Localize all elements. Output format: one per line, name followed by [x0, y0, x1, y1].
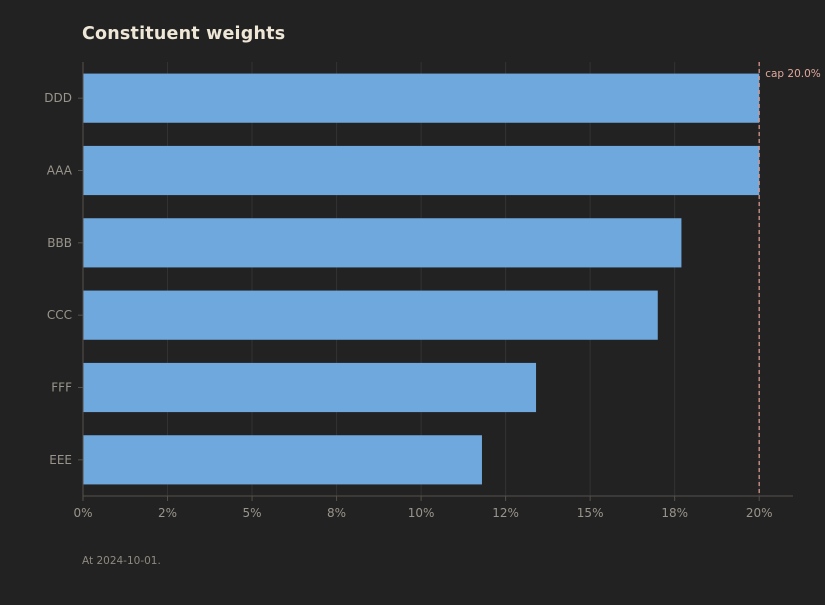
y-tick-label: BBB	[47, 236, 72, 250]
x-tick-label: 0%	[73, 506, 92, 520]
chart-footnote: At 2024-10-01.	[82, 555, 161, 567]
x-tick-label: 12%	[492, 506, 519, 520]
cap-label: cap 20.0%	[765, 68, 821, 80]
y-tick-label: FFF	[51, 381, 72, 395]
x-tick-label: 10%	[408, 506, 435, 520]
x-tick-label: 20%	[746, 506, 773, 520]
y-tick-label: EEE	[49, 453, 72, 467]
grid-lines	[82, 62, 760, 496]
cap-marker: cap 20.0%	[758, 62, 821, 496]
bar-aaa	[83, 145, 760, 196]
y-tick-label: DDD	[44, 91, 72, 105]
bar-ddd	[83, 73, 760, 123]
y-tick-label: CCC	[47, 308, 72, 322]
x-tick-label: 2%	[158, 506, 177, 520]
bars	[83, 73, 760, 485]
x-tick-label: 15%	[577, 506, 604, 520]
bar-eee	[83, 435, 482, 485]
x-tick-label: 8%	[327, 506, 346, 520]
bar-fff	[83, 362, 537, 413]
x-tick-label: 5%	[243, 506, 262, 520]
chart-title: Constituent weights	[82, 24, 286, 44]
y-tick-label: AAA	[47, 164, 73, 178]
axes: DDD AAA BBB CCC FFF EEE 0% 2% 5% 8% 10% 12% 15% 18% 20…	[44, 62, 793, 520]
x-tick-label: 18%	[661, 506, 688, 520]
bar-ccc	[83, 290, 658, 340]
bar-bbb	[83, 218, 682, 268]
